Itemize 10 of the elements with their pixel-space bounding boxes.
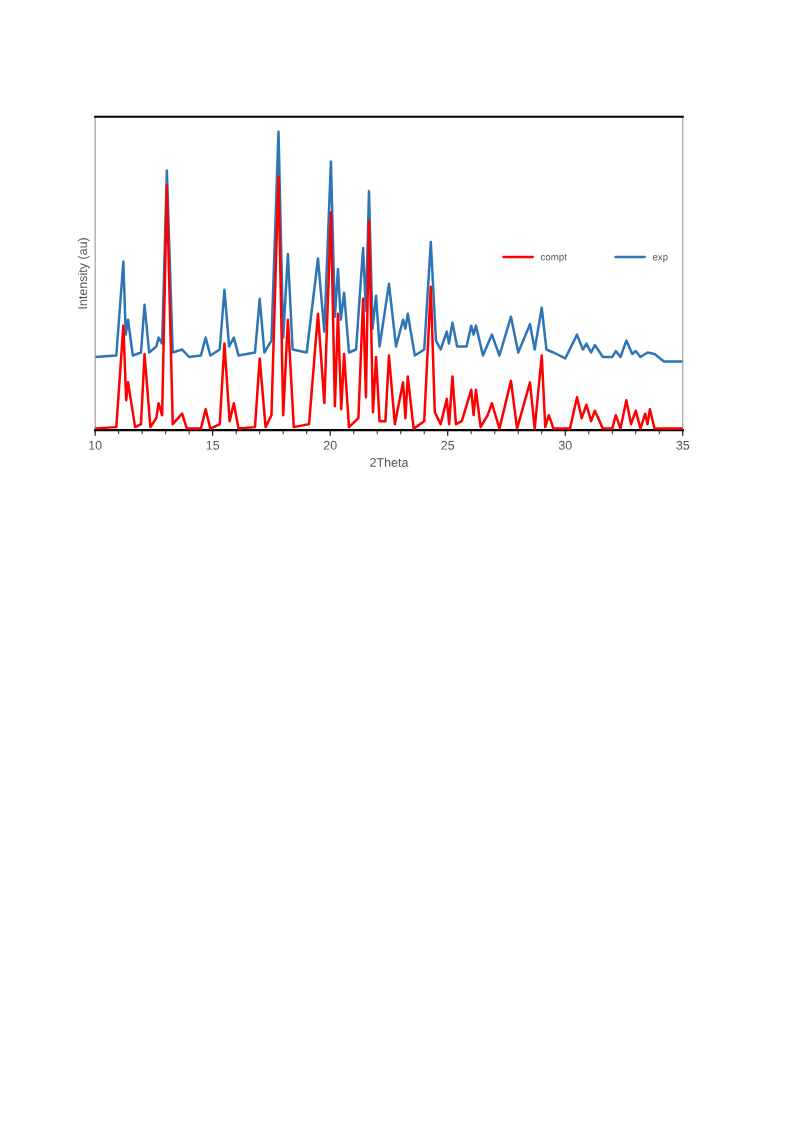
- legend-label: compt: [540, 254, 567, 263]
- x-tick-label: 25: [441, 440, 455, 450]
- x-tick-label: 30: [558, 440, 572, 450]
- x-tick-label: 15: [206, 440, 220, 450]
- y-axis-title: Intensity (au): [77, 238, 90, 309]
- legend-label: exp: [652, 255, 668, 263]
- x-tick-label: 10: [89, 440, 102, 450]
- x-tick-label: 20: [323, 440, 337, 450]
- x-axis-title: 2Theta: [370, 457, 409, 467]
- x-tick-label: 35: [676, 440, 690, 450]
